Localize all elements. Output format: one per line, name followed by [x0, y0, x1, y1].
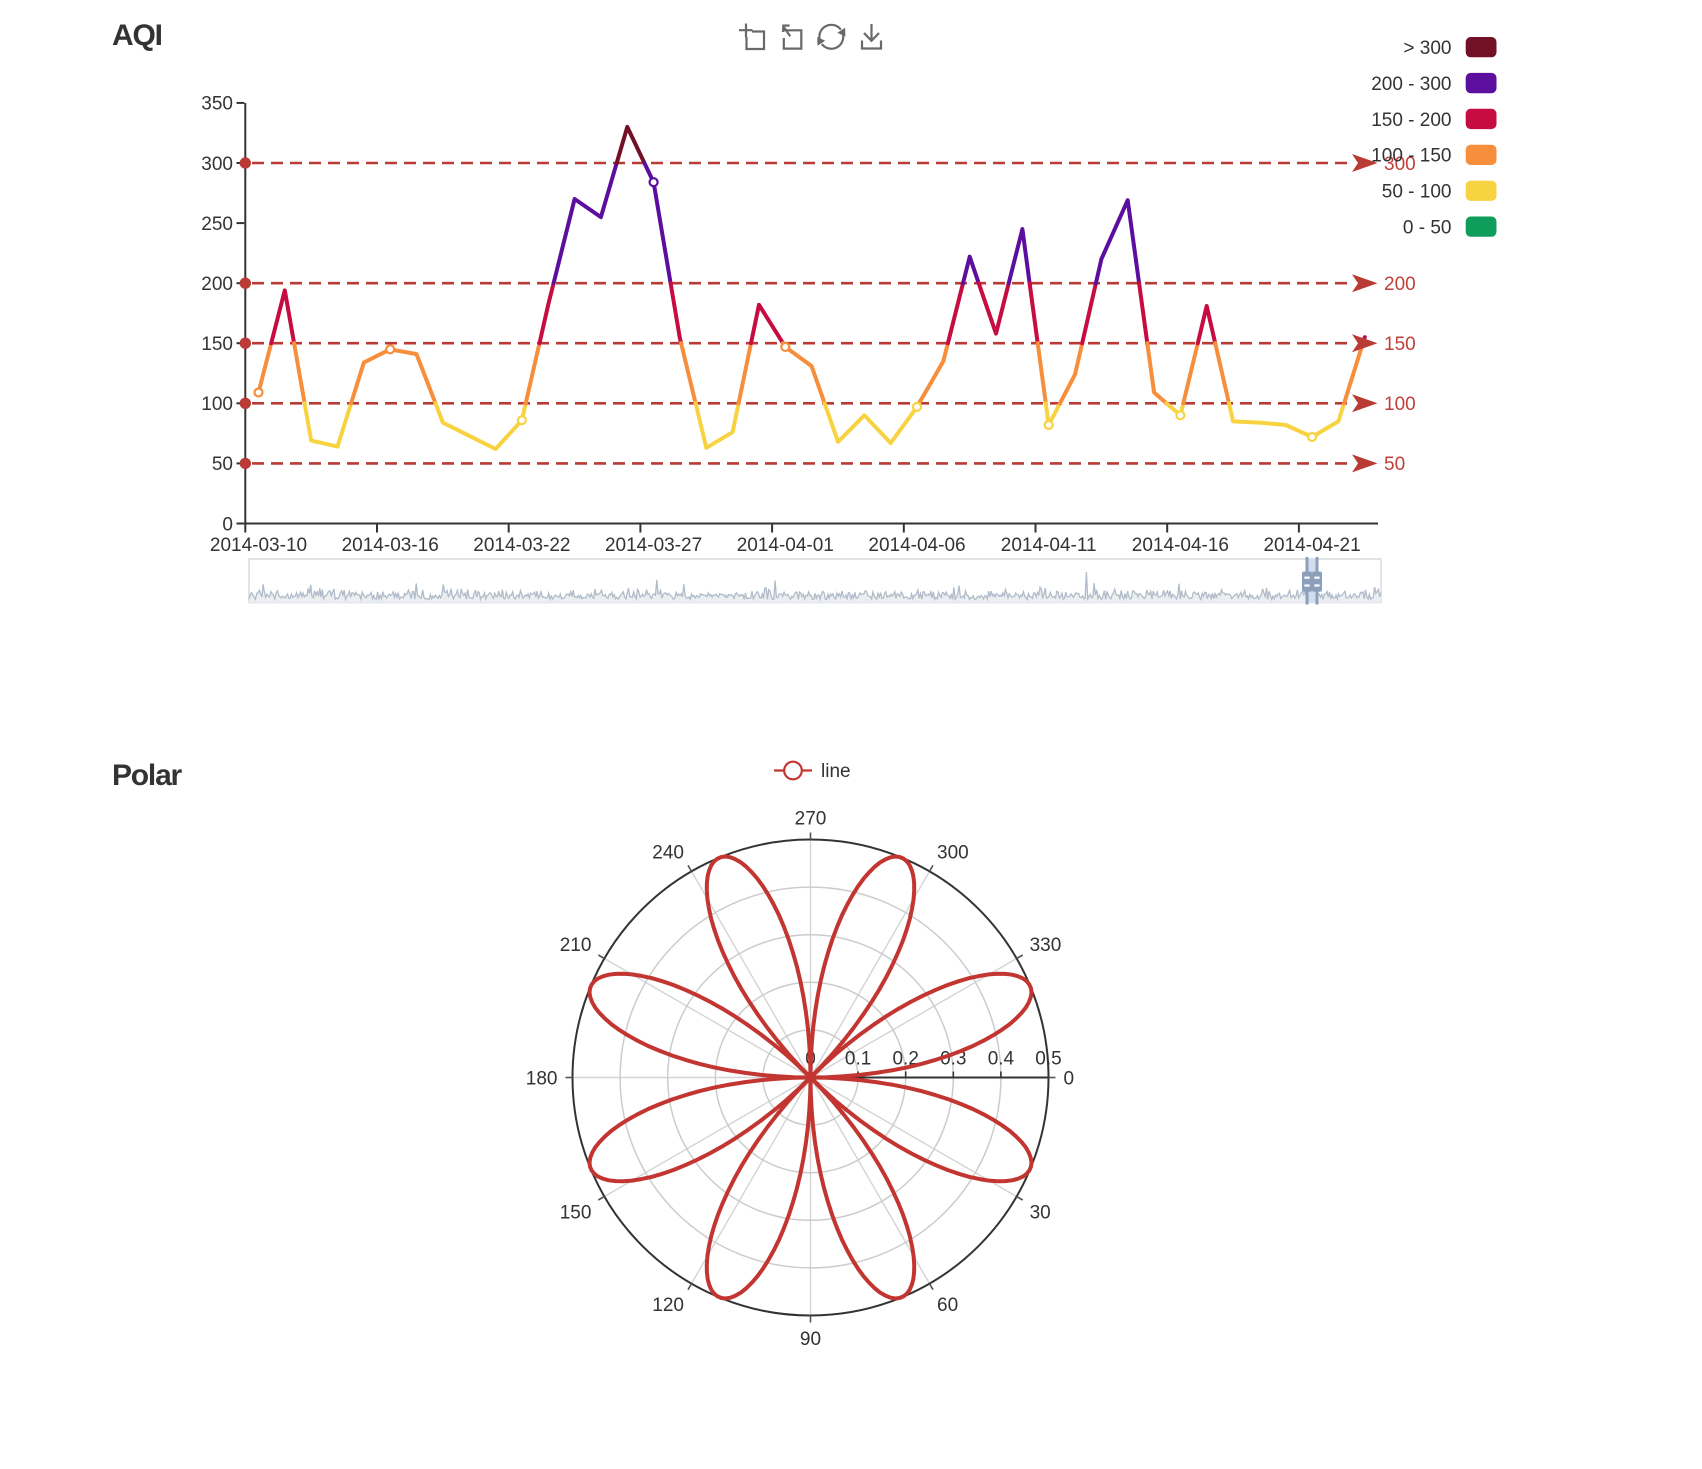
- svg-text:150: 150: [201, 334, 233, 355]
- svg-text:line: line: [821, 761, 851, 782]
- svg-text:0.3: 0.3: [940, 1049, 966, 1070]
- svg-text:180: 180: [526, 1069, 558, 1090]
- svg-text:300: 300: [201, 154, 233, 175]
- svg-text:150 - 200: 150 - 200: [1371, 110, 1451, 131]
- svg-text:200: 200: [1384, 274, 1416, 295]
- svg-text:150: 150: [1384, 334, 1416, 355]
- svg-text:60: 60: [937, 1295, 958, 1316]
- svg-text:2014-04-06: 2014-04-06: [868, 535, 965, 556]
- svg-text:AQI: AQI: [112, 19, 162, 52]
- svg-text:200: 200: [201, 274, 233, 295]
- svg-text:0 - 50: 0 - 50: [1403, 218, 1452, 239]
- svg-text:120: 120: [652, 1295, 684, 1316]
- svg-text:270: 270: [795, 809, 827, 830]
- svg-text:330: 330: [1030, 935, 1062, 956]
- svg-text:0.4: 0.4: [988, 1049, 1015, 1070]
- svg-text:100: 100: [1384, 394, 1416, 415]
- svg-text:30: 30: [1030, 1203, 1051, 1224]
- svg-text:50 - 100: 50 - 100: [1382, 182, 1452, 203]
- svg-text:50: 50: [1384, 454, 1405, 475]
- svg-text:0: 0: [222, 514, 233, 535]
- svg-text:350: 350: [201, 94, 233, 115]
- svg-text:2014-03-22: 2014-03-22: [473, 535, 570, 556]
- svg-text:300: 300: [1384, 154, 1416, 175]
- svg-text:0: 0: [1064, 1069, 1075, 1090]
- svg-text:2014-04-11: 2014-04-11: [1001, 535, 1097, 556]
- svg-text:300: 300: [937, 842, 969, 863]
- svg-text:0.1: 0.1: [845, 1049, 871, 1070]
- svg-text:50: 50: [212, 454, 233, 475]
- svg-text:100: 100: [201, 394, 233, 415]
- svg-text:2014-03-10: 2014-03-10: [210, 535, 307, 556]
- svg-text:2014-04-16: 2014-04-16: [1132, 535, 1229, 556]
- svg-text:100 - 150: 100 - 150: [1371, 146, 1451, 167]
- svg-text:2014-04-21: 2014-04-21: [1263, 535, 1360, 556]
- svg-text:200 - 300: 200 - 300: [1371, 74, 1451, 95]
- svg-text:210: 210: [560, 935, 592, 956]
- svg-text:240: 240: [652, 842, 684, 863]
- svg-text:Polar: Polar: [112, 759, 183, 792]
- svg-text:90: 90: [800, 1329, 821, 1350]
- svg-text:2014-03-27: 2014-03-27: [605, 535, 702, 556]
- svg-text:150: 150: [560, 1203, 592, 1224]
- svg-text:0.5: 0.5: [1035, 1049, 1061, 1070]
- svg-text:2014-03-16: 2014-03-16: [342, 535, 439, 556]
- svg-text:2014-04-01: 2014-04-01: [737, 535, 834, 556]
- svg-text:250: 250: [201, 214, 233, 235]
- svg-text:> 300: > 300: [1403, 38, 1451, 59]
